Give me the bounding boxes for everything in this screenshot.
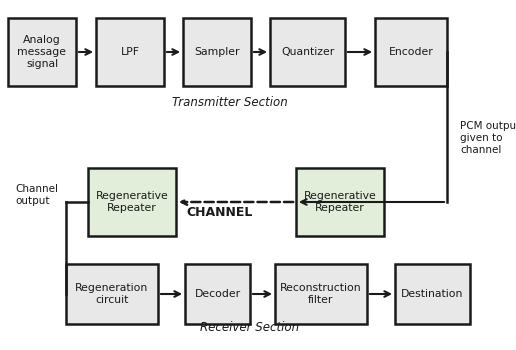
Text: Sampler: Sampler xyxy=(194,47,240,57)
Bar xyxy=(395,264,470,324)
Text: Regenerative
Repeater: Regenerative Repeater xyxy=(303,191,376,213)
Text: Receiver Section: Receiver Section xyxy=(200,321,300,334)
Text: Regeneration
circuit: Regeneration circuit xyxy=(75,283,149,305)
Text: Analog
message
signal: Analog message signal xyxy=(18,35,67,69)
Text: Regenerative
Repeater: Regenerative Repeater xyxy=(95,191,168,213)
Text: Reconstruction
filter: Reconstruction filter xyxy=(280,283,362,305)
Text: PCM output
given to
channel: PCM output given to channel xyxy=(460,121,516,155)
Text: Channel
output: Channel output xyxy=(15,184,58,206)
Text: Quantizer: Quantizer xyxy=(281,47,334,57)
Bar xyxy=(296,168,384,236)
Text: Destination: Destination xyxy=(401,289,464,299)
Text: Decoder: Decoder xyxy=(195,289,240,299)
Bar xyxy=(375,18,447,86)
Bar xyxy=(275,264,367,324)
Text: LPF: LPF xyxy=(121,47,139,57)
Text: CHANNEL: CHANNEL xyxy=(187,206,253,219)
Bar xyxy=(270,18,345,86)
Bar xyxy=(183,18,251,86)
Text: Transmitter Section: Transmitter Section xyxy=(172,96,288,109)
Text: Encoder: Encoder xyxy=(389,47,433,57)
Bar xyxy=(88,168,176,236)
Bar xyxy=(8,18,76,86)
Bar xyxy=(96,18,164,86)
Bar xyxy=(66,264,158,324)
Bar xyxy=(185,264,250,324)
